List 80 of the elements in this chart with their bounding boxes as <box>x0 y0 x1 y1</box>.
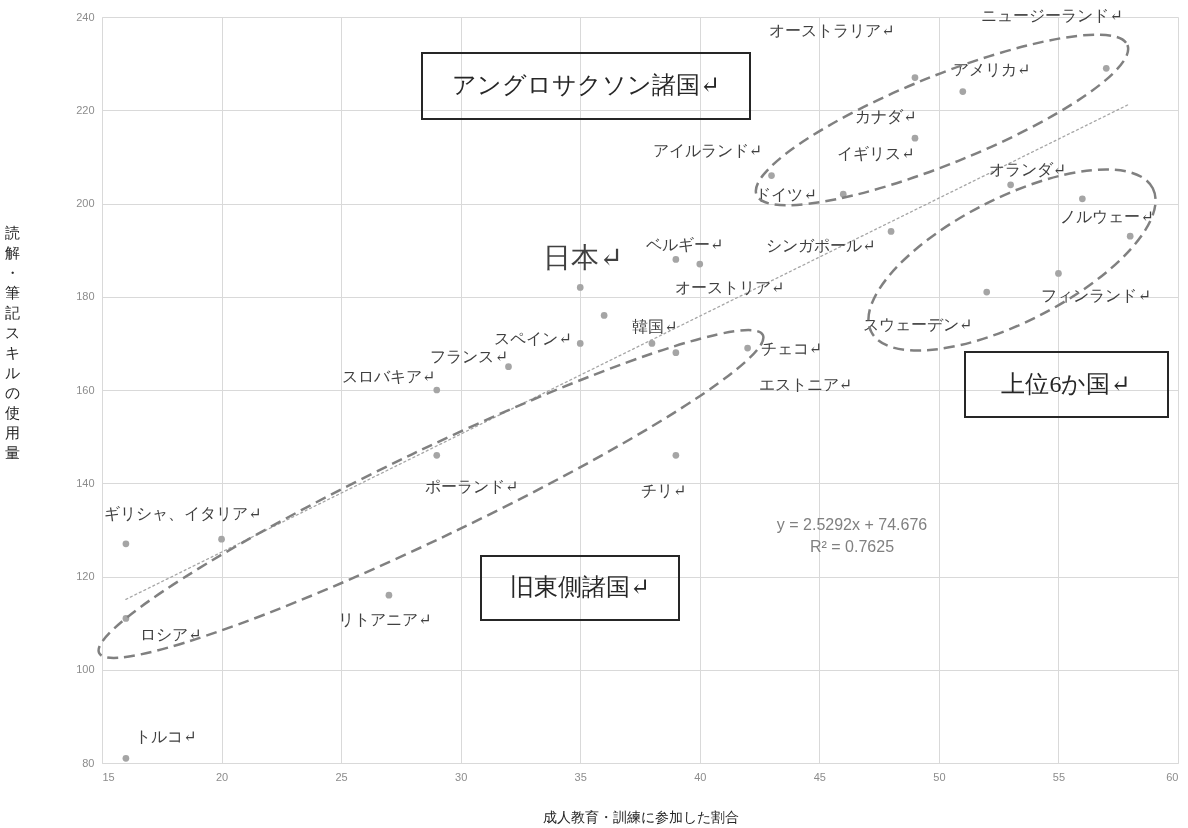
annotation: 韓国↵ <box>631 318 678 336</box>
point <box>385 591 393 599</box>
point <box>744 344 751 352</box>
point <box>218 535 225 543</box>
point <box>887 228 895 235</box>
point <box>576 284 584 291</box>
point <box>672 451 680 459</box>
annotation: オーストリア↵ <box>674 279 785 297</box>
y-tick-label: 120 <box>76 570 95 582</box>
annotation: ベルギー↵ <box>645 236 724 254</box>
y-tick-label: 220 <box>76 103 95 116</box>
annotation: スロバキア↵ <box>341 368 436 385</box>
x-tick-label: 45 <box>813 770 826 783</box>
point <box>672 256 680 263</box>
annotation: エストニア↵ <box>758 376 853 394</box>
annotation: ロシア↵ <box>139 626 202 644</box>
annotation: スウェーデン↵ <box>862 316 973 334</box>
x-tick-label: 25 <box>335 770 348 783</box>
annotation: フランス↵ <box>430 347 508 365</box>
point <box>122 615 130 622</box>
point <box>433 386 441 394</box>
point <box>576 340 584 347</box>
annotation: ノルウェー↵ <box>1060 208 1154 226</box>
annotation: 日本↵ <box>543 242 623 274</box>
y-tick-label: 100 <box>76 663 95 676</box>
annotation: 旧東側諸国↵ <box>509 574 651 600</box>
annotation: アメリカ↵ <box>952 60 1031 78</box>
point <box>911 74 919 81</box>
y-tick-label: 200 <box>76 197 95 209</box>
y-tick-label: 160 <box>76 383 95 396</box>
point <box>911 134 919 142</box>
y-tick-label: 80 <box>82 756 95 769</box>
point <box>1007 181 1014 189</box>
annotation: オーストラリア↵ <box>768 21 895 39</box>
annotation: アイルランド↵ <box>652 141 762 159</box>
point <box>1126 232 1134 240</box>
x-tick-label: 60 <box>1166 770 1179 783</box>
y-tick-label: 180 <box>76 290 95 303</box>
annotation: チェコ↵ <box>760 340 823 358</box>
point <box>1055 270 1062 277</box>
point <box>1102 64 1110 72</box>
point <box>433 451 441 459</box>
annotation: アングロサクソン諸国↵ <box>451 72 721 98</box>
annotation: フィンランド↵ <box>1041 287 1151 305</box>
point <box>768 172 775 179</box>
point <box>959 88 967 95</box>
x-axis-title: 成人教育・訓練に参加した割合 <box>542 808 739 825</box>
annotation: リトアニア↵ <box>337 611 432 629</box>
x-tick-label: 35 <box>574 770 587 783</box>
point <box>983 288 991 296</box>
x-tick-label: 20 <box>215 770 229 783</box>
point <box>122 754 130 762</box>
point <box>648 340 656 347</box>
y-tick-label: 140 <box>76 476 95 489</box>
x-tick-label: 15 <box>102 770 115 783</box>
point <box>696 260 704 268</box>
point <box>600 312 608 319</box>
x-tick-label: 40 <box>694 770 707 783</box>
annotation: イギリス↵ <box>836 145 915 163</box>
x-tick-label: 50 <box>933 770 946 783</box>
point <box>1079 195 1086 203</box>
point <box>505 363 512 371</box>
x-tick-label: 30 <box>455 770 468 783</box>
annotation: シンガポール↵ <box>766 237 876 255</box>
annotation: チリ↵ <box>640 482 687 500</box>
x-tick-label: 55 <box>1052 770 1066 783</box>
annotation: トルコ↵ <box>134 728 197 746</box>
annotation: 上位6か国↵ <box>1001 371 1131 397</box>
annotation: カナダ↵ <box>854 108 917 126</box>
annotation: R² = 0.7625 <box>809 538 895 555</box>
annotation: オランダ↵ <box>988 160 1067 178</box>
text: 読解・筆記スキルの使用量 <box>5 224 20 461</box>
annotation: スペイン↵ <box>494 330 572 348</box>
annotation: ニュージーランド↵ <box>981 7 1123 25</box>
y-tick-label: 240 <box>76 10 95 23</box>
annotation: ポーランド↵ <box>424 478 519 496</box>
point <box>122 540 130 548</box>
point <box>672 349 680 357</box>
annotation: ギリシャ、イタリア↵ <box>103 504 262 522</box>
annotation: y = 2.5292x + 74.676 <box>776 516 928 533</box>
